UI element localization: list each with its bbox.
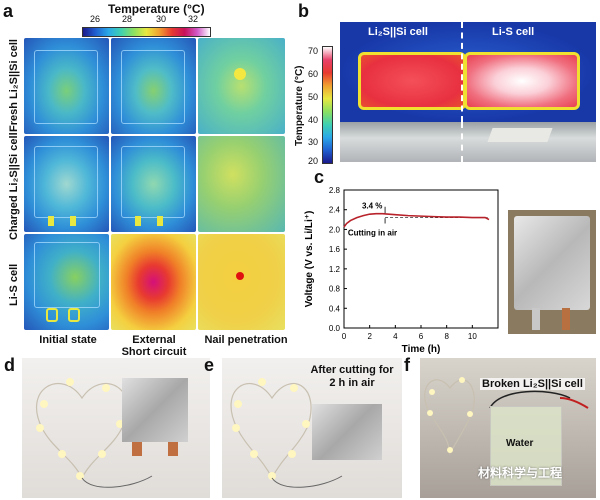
row-label-lis: Li-S cell <box>8 263 20 306</box>
thermal-lis-short <box>111 234 196 330</box>
thermal-fresh-nail <box>198 38 285 134</box>
panel-e-caption: After cutting for 2 h in air <box>310 364 394 389</box>
nail-hotspot <box>234 68 246 80</box>
watermark: 材料科学与工程 <box>478 466 563 480</box>
y-tick-label-0: 0.0 <box>329 324 341 333</box>
series-line-0 <box>343 212 490 228</box>
b-tick-20: 20 <box>308 156 319 166</box>
thermal-lis-initial <box>24 234 109 330</box>
row-label-charged: Charged Li₂S||Si cell <box>8 132 20 240</box>
divider-line <box>461 22 463 122</box>
colorbar-tick-26: 26 <box>90 14 101 24</box>
y-tick-label-4: 1.6 <box>329 245 341 254</box>
panel-f-label: f <box>404 355 410 375</box>
x-tick-label-5: 10 <box>468 332 477 341</box>
thermal-charged-nail <box>198 136 285 232</box>
x-tick-label-3: 6 <box>419 332 424 341</box>
panel-e-photo <box>222 358 402 498</box>
y-tick-label-6: 2.4 <box>329 206 341 215</box>
panel-c-label: c <box>314 167 325 187</box>
panel-b-cell-right-label: Li-S cell <box>492 26 535 38</box>
panel-a-label: a <box>3 1 14 21</box>
panel-b-colorbar <box>322 46 333 164</box>
annotation-cut: Cutting in air <box>348 228 397 237</box>
y-tick-label-5: 2.0 <box>329 225 341 234</box>
b-tick-30: 30 <box>308 137 319 147</box>
y-tick-label-3: 1.2 <box>329 265 341 274</box>
x-axis-label: Time (h) <box>402 344 441 355</box>
panel-b-photo <box>340 122 596 162</box>
panel-c-chart: 0.0 0.4 0.8 1.2 1.6 2.0 2.4 2.8 0 2 4 6 8 10 Time (h) V… <box>304 186 499 355</box>
b-tick-50: 50 <box>308 92 319 102</box>
panel-a-colorbar <box>82 27 211 37</box>
panel-e-label: e <box>204 355 215 375</box>
panel-b-colorbar-title: Temperature (°C) <box>294 65 305 147</box>
y-tick-label-7: 2.8 <box>329 186 341 195</box>
x-tick-label-4: 8 <box>444 332 449 341</box>
nail-hotspot-red <box>236 272 244 280</box>
row-label-fresh: Fresh Li₂S||Si cell <box>8 39 20 132</box>
b-tick-60: 60 <box>308 69 319 79</box>
thermal-fresh-short <box>111 38 196 134</box>
panel-f-water: Water <box>506 438 534 449</box>
thermal-charged-initial <box>24 136 109 232</box>
li2s-si-cell-thermal <box>358 52 466 110</box>
x-tick-label-2: 4 <box>393 332 398 341</box>
lis-cell-thermal <box>464 52 580 110</box>
b-tick-70: 70 <box>308 46 319 56</box>
colorbar-tick-28: 28 <box>122 14 133 24</box>
col-label-initial: Initial state <box>39 334 97 346</box>
b-tick-40: 40 <box>308 115 319 125</box>
panel-a-colorbar-title: Temperature (°C) <box>108 2 205 16</box>
panel-b-label: b <box>298 1 309 21</box>
y-axis-label: Voltage (V vs. Li/Li⁺) <box>304 211 315 308</box>
colorbar-tick-30: 30 <box>156 14 167 24</box>
thermal-lis-nail <box>198 234 285 330</box>
y-tick-label-2: 0.8 <box>329 285 341 294</box>
col-label-short: External Short circuit <box>121 334 187 358</box>
x-tick-label-1: 2 <box>367 332 372 341</box>
panel-f-caption: Broken Li₂S||Si cell <box>480 378 585 390</box>
x-tick-label-0: 0 <box>342 332 347 341</box>
panel-c-photo <box>508 210 596 334</box>
colorbar-tick-32: 32 <box>188 14 199 24</box>
water-beaker <box>490 406 562 486</box>
y-tick-label-1: 0.4 <box>329 304 341 313</box>
annotation-percent: 3.4 % <box>362 202 382 211</box>
panel-b-image <box>340 22 596 122</box>
panel-d-photo <box>22 358 210 498</box>
panel-b-cell-left-label: Li₂S||Si cell <box>368 26 428 38</box>
col-label-nail: Nail penetration <box>204 334 288 346</box>
thermal-fresh-initial <box>24 38 109 134</box>
panel-d-label: d <box>4 355 15 375</box>
thermal-charged-short <box>111 136 196 232</box>
